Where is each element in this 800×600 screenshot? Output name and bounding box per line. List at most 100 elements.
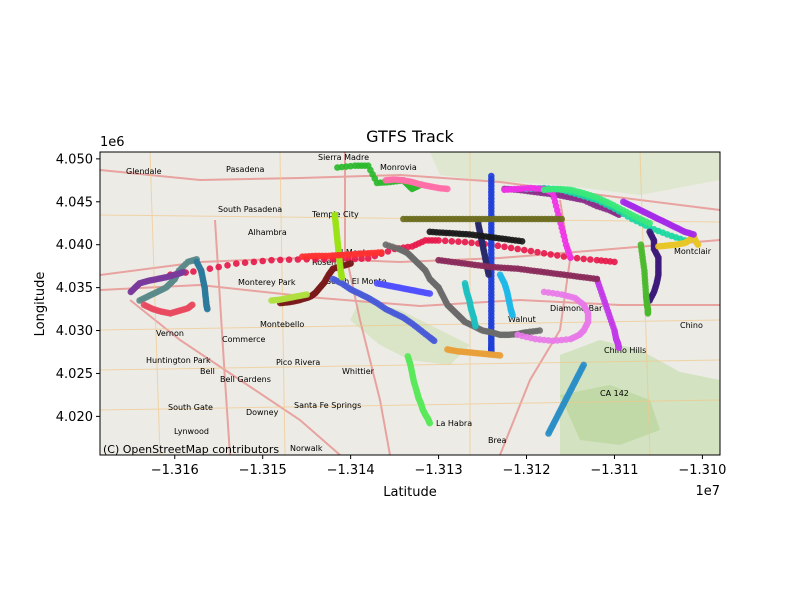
- y-tick-label: 4.045: [56, 195, 93, 210]
- x-axis: −1.316 −1.315 −1.314 −1.313 −1.312 −1.311 −1.3…: [151, 455, 726, 478]
- y-tick-label: 4.035: [56, 281, 93, 296]
- track-point: [338, 274, 346, 281]
- place-label: Pico Rivera: [276, 358, 320, 367]
- track-point: [509, 311, 516, 319]
- track-point: [536, 327, 543, 334]
- place-label: Commerce: [222, 335, 266, 344]
- track-point: [485, 271, 493, 279]
- track-point: [690, 231, 697, 238]
- x-tick-label: −1.314: [327, 463, 375, 478]
- place-label: Diamond Bar: [550, 304, 603, 313]
- track-point-interp: [494, 242, 502, 250]
- place-label: Santa Fe Springs: [294, 401, 361, 410]
- track-point-interp: [215, 263, 222, 271]
- plot-frame: [99, 151, 721, 456]
- place-label: Walnut: [508, 315, 536, 324]
- place-label: South El Monte: [326, 277, 387, 286]
- track-point: [347, 260, 354, 267]
- track-point: [646, 219, 653, 227]
- place-label: Montebello: [260, 320, 304, 329]
- track-point-interp: [501, 243, 508, 251]
- place-label: Huntington Park: [146, 356, 211, 365]
- track-point: [558, 215, 565, 223]
- place-label: La Habra: [436, 419, 472, 428]
- place-label: Chino: [680, 321, 703, 330]
- track-point-interp: [277, 256, 284, 264]
- track-points: [127, 162, 702, 437]
- place-label: Chino Hills: [604, 346, 646, 355]
- track-point: [233, 260, 240, 267]
- place-label: Alhambra: [248, 228, 287, 237]
- place-label: Monrovia: [380, 163, 417, 172]
- track-point-interp: [206, 265, 214, 273]
- track-point: [514, 245, 521, 253]
- track-point: [545, 430, 552, 437]
- track-point-interp: [468, 239, 475, 247]
- track-point: [540, 250, 548, 257]
- place-label: Lynwood: [174, 427, 209, 436]
- track-point-interp: [534, 248, 541, 256]
- y-tick-label: 4.030: [56, 324, 93, 339]
- place-label: CA 142: [600, 389, 629, 398]
- freeway-5: [129, 299, 341, 455]
- track-point-interp: [527, 247, 535, 255]
- place-label: Montclair: [674, 247, 712, 256]
- track-point: [444, 185, 451, 193]
- y-axis-label: Longitude: [33, 272, 48, 337]
- park-area: [560, 385, 660, 445]
- y-tick-label: 4.040: [56, 238, 93, 253]
- track-point-interp: [259, 257, 267, 265]
- track-point: [204, 305, 211, 313]
- y-tick-label: 4.050: [56, 152, 93, 167]
- track-point-interp: [521, 246, 528, 254]
- track-point-interp: [190, 268, 197, 275]
- x-tick-label: −1.316: [151, 463, 199, 478]
- track-point: [615, 344, 623, 352]
- chart-title: GTFS Track: [366, 127, 454, 146]
- place-label: South Pasadena: [218, 205, 282, 214]
- place-label: Brea: [488, 436, 507, 445]
- freeway-710: [214, 219, 231, 455]
- track-point-interp: [358, 255, 365, 262]
- y-axis: 4.020 4.025 4.030 4.035 4.040 4.045 4.050: [56, 152, 100, 425]
- place-label: Whittier: [342, 367, 375, 376]
- track-point: [426, 290, 434, 297]
- track-point-interp: [455, 238, 462, 245]
- track-point: [644, 310, 652, 317]
- freeway-60: [100, 283, 720, 308]
- track-point: [567, 254, 574, 261]
- track-point: [364, 255, 372, 262]
- track-point: [189, 301, 196, 309]
- place-label: South Gate: [168, 403, 213, 412]
- track-point: [496, 352, 504, 359]
- freeway-210: [100, 169, 720, 211]
- arterial-3: [100, 399, 720, 411]
- x-tick-label: −1.310: [678, 463, 726, 478]
- track-point-interp: [384, 248, 392, 255]
- track-point: [611, 258, 618, 266]
- y-tick-label: 4.020: [56, 410, 93, 425]
- y-tick-label: 4.025: [56, 367, 93, 382]
- track-point-interp: [285, 256, 293, 264]
- track-point: [435, 237, 442, 244]
- place-label: Pasadena: [226, 165, 265, 174]
- track-point-interp: [250, 258, 258, 266]
- track-point: [303, 291, 311, 298]
- track-point-interp: [448, 238, 456, 245]
- track-point: [593, 275, 601, 283]
- track-point-interp: [507, 244, 515, 252]
- track-point-interp: [547, 251, 554, 258]
- track-point-interp: [241, 259, 249, 267]
- track-point: [268, 256, 275, 264]
- arterial-4: [149, 152, 161, 455]
- track-point: [180, 268, 187, 276]
- place-label: Bell Gardens: [220, 375, 271, 384]
- track-point-interp: [224, 262, 231, 269]
- x-axis-label: Latitude: [383, 485, 437, 500]
- track-point: [426, 419, 434, 427]
- place-label: Monterey Park: [238, 278, 296, 287]
- track-point-interp: [587, 256, 594, 263]
- place-label: Sierra Madre: [318, 153, 369, 162]
- x-tick-label: −1.311: [590, 463, 638, 478]
- place-label: Norwalk: [290, 444, 323, 453]
